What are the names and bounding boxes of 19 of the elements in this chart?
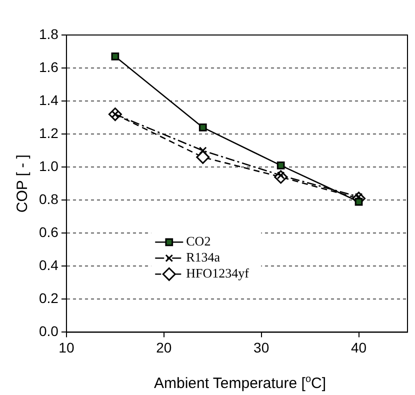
y-tick-label: 1.0: [38, 158, 59, 174]
y-tick-label: 1.4: [38, 92, 59, 108]
y-tick-label: 0.8: [38, 190, 59, 207]
y-tick-label: 1.6: [38, 58, 59, 75]
y-axis-title: COP [ - ]: [14, 154, 32, 213]
legend-label: CO2: [186, 234, 211, 249]
y-tick-label: 1.8: [38, 26, 59, 42]
y-tick-label: 0.6: [38, 224, 59, 240]
x-tick-label: 30: [254, 339, 270, 356]
y-tick-label: 0.2: [38, 290, 59, 306]
x-axis-title: Ambient Temperature [$^{o}$C]: [152, 374, 328, 392]
y-tick-label: 1.2: [38, 124, 59, 141]
y-tick-label: 0.0: [38, 323, 59, 340]
legend-label: R134a: [186, 250, 220, 265]
y-tick-label: 0.4: [38, 257, 59, 274]
x-tick-label: 40: [350, 339, 367, 356]
x-tick-label: 10: [58, 339, 74, 356]
x-tick-label: 20: [156, 339, 172, 356]
legend-label: HFO1234yf: [186, 266, 250, 281]
